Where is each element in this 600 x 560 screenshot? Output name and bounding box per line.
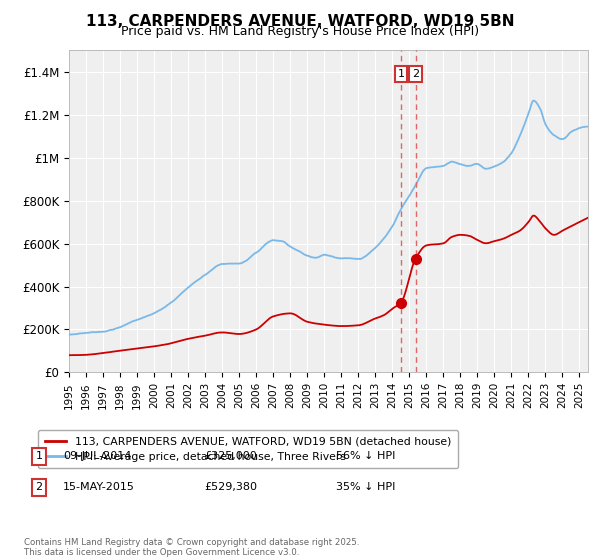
Text: 2: 2	[412, 69, 419, 79]
Text: 1: 1	[35, 451, 43, 461]
Text: 56% ↓ HPI: 56% ↓ HPI	[336, 451, 395, 461]
Text: 15-MAY-2015: 15-MAY-2015	[63, 482, 135, 492]
Text: 35% ↓ HPI: 35% ↓ HPI	[336, 482, 395, 492]
Text: 09-JUL-2014: 09-JUL-2014	[63, 451, 131, 461]
Legend: 113, CARPENDERS AVENUE, WATFORD, WD19 5BN (detached house), HPI: Average price, : 113, CARPENDERS AVENUE, WATFORD, WD19 5B…	[38, 430, 458, 468]
Text: 2: 2	[35, 482, 43, 492]
Text: 113, CARPENDERS AVENUE, WATFORD, WD19 5BN: 113, CARPENDERS AVENUE, WATFORD, WD19 5B…	[86, 14, 514, 29]
Text: £529,380: £529,380	[204, 482, 257, 492]
Text: 1: 1	[398, 69, 404, 79]
Text: Contains HM Land Registry data © Crown copyright and database right 2025.
This d: Contains HM Land Registry data © Crown c…	[24, 538, 359, 557]
Text: Price paid vs. HM Land Registry's House Price Index (HPI): Price paid vs. HM Land Registry's House …	[121, 25, 479, 38]
Text: £325,000: £325,000	[204, 451, 257, 461]
